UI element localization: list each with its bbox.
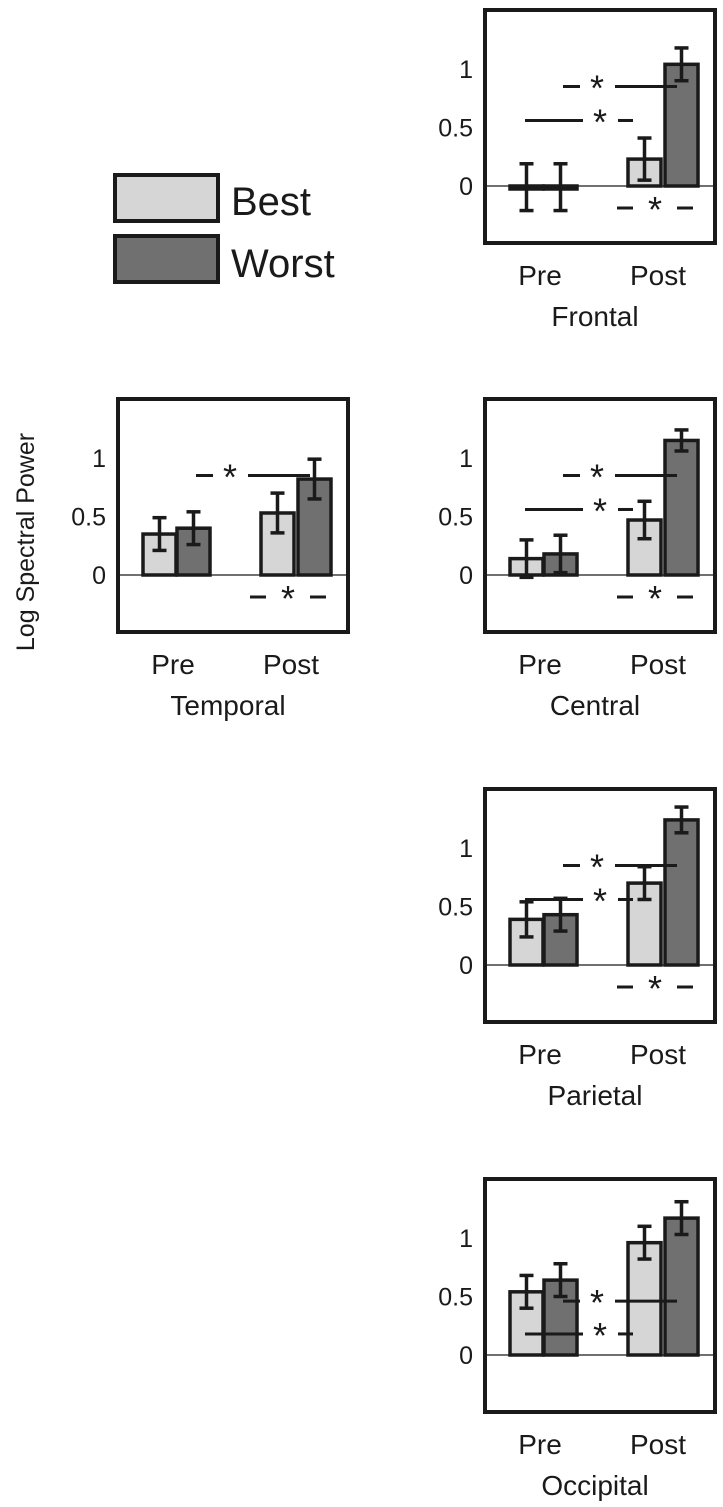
error-bar	[519, 1273, 534, 1310]
significance-star: *	[223, 457, 237, 498]
significance-marker: *	[525, 490, 633, 531]
error-bar	[152, 515, 167, 553]
y-tick-label: 0	[459, 562, 473, 590]
x-tick-label-post: Post	[263, 649, 319, 680]
y-tick-label: 0.5	[438, 1284, 473, 1312]
y-tick-label: 0	[459, 952, 473, 980]
significance-star: *	[590, 68, 604, 109]
y-tick-label: 1	[459, 445, 473, 473]
panel-title: Central	[550, 690, 640, 721]
x-tick-label-pre: Pre	[518, 260, 562, 291]
panel-title: Parietal	[548, 1080, 643, 1111]
panel-temporal: 0 0.5 1 * * Pre Post Temporal	[71, 397, 350, 721]
y-tick-label: 1	[459, 1225, 473, 1253]
bar-post-worst	[663, 62, 700, 188]
plot-frame	[483, 787, 717, 1024]
significance-marker: *	[617, 189, 693, 230]
error-bar	[674, 46, 689, 83]
y-tick-label: 0	[92, 562, 106, 590]
plot-frame	[483, 8, 717, 245]
legend-swatch-best	[113, 173, 220, 223]
panel-title: Occipital	[541, 1470, 648, 1501]
plot-frame	[483, 397, 717, 634]
error-bar	[186, 510, 201, 547]
significance-star: *	[590, 457, 604, 498]
error-bar	[637, 136, 652, 182]
y-tick-label: 0.5	[438, 115, 473, 143]
legend-label-best: Best	[231, 180, 311, 224]
error-bar	[637, 1224, 652, 1261]
x-tick-label-pre: Pre	[518, 1429, 562, 1460]
significance-marker: *	[563, 847, 677, 888]
legend: Best Worst	[113, 173, 335, 286]
error-bar	[270, 491, 285, 535]
significance-star: *	[590, 1282, 604, 1323]
error-bar	[674, 1199, 689, 1237]
significance-marker: *	[563, 1282, 677, 1323]
x-tick-label-pre: Pre	[518, 649, 562, 680]
y-axis-label: Log Spectral Power	[12, 433, 40, 651]
y-tick-label: 1	[92, 445, 106, 473]
bar-post-worst	[663, 438, 700, 577]
y-tick-label: 1	[459, 835, 473, 863]
error-bar	[519, 538, 534, 580]
significance-marker: *	[617, 968, 693, 1009]
significance-star: *	[593, 1315, 607, 1356]
panel-occipital: 0 0.5 1 ** Pre Post Occipital	[438, 1177, 717, 1501]
significance-marker: *	[563, 68, 677, 109]
significance-star: *	[648, 968, 662, 1009]
significance-marker: *	[563, 457, 677, 498]
significance-star: *	[593, 490, 607, 531]
x-tick-label-post: Post	[630, 1039, 686, 1070]
error-bar	[637, 499, 652, 541]
error-bar	[553, 162, 568, 213]
panel-title: Frontal	[551, 301, 638, 332]
y-tick-label: 0	[459, 1342, 473, 1370]
error-bar	[553, 533, 568, 575]
legend-label-worst: Worst	[231, 242, 335, 286]
error-bar	[307, 457, 322, 501]
y-tick-label: 1	[459, 56, 473, 84]
significance-marker: *	[525, 1315, 633, 1356]
significance-star: *	[590, 847, 604, 888]
y-tick-label: 0.5	[438, 894, 473, 922]
x-tick-label-post: Post	[630, 649, 686, 680]
bar-post-worst	[663, 1216, 700, 1357]
error-bar	[519, 162, 534, 213]
significance-marker: *	[525, 101, 633, 142]
plot-frame	[483, 1177, 717, 1414]
x-tick-label-pre: Pre	[518, 1039, 562, 1070]
bar-post-worst	[663, 818, 700, 967]
significance-star: *	[648, 578, 662, 619]
y-tick-label: 0.5	[71, 504, 106, 532]
plot-frame	[116, 397, 350, 634]
x-tick-label-post: Post	[630, 1429, 686, 1460]
y-tick-label: 0	[459, 173, 473, 201]
error-bar	[674, 428, 689, 453]
significance-marker: *	[617, 578, 693, 619]
significance-star: *	[593, 880, 607, 921]
error-bar	[553, 1261, 568, 1299]
significance-marker: *	[525, 880, 633, 921]
significance-star: *	[648, 189, 662, 230]
x-tick-label-post: Post	[630, 260, 686, 291]
y-tick-label: 0.5	[438, 504, 473, 532]
error-bar	[674, 805, 689, 835]
significance-marker: *	[250, 578, 326, 619]
legend-swatch-worst	[113, 234, 220, 284]
x-tick-label-pre: Pre	[151, 649, 195, 680]
panel-title: Temporal	[170, 690, 285, 721]
significance-star: *	[593, 101, 607, 142]
error-bar	[519, 900, 534, 939]
significance-star: *	[281, 578, 295, 619]
significance-marker: *	[196, 457, 310, 498]
